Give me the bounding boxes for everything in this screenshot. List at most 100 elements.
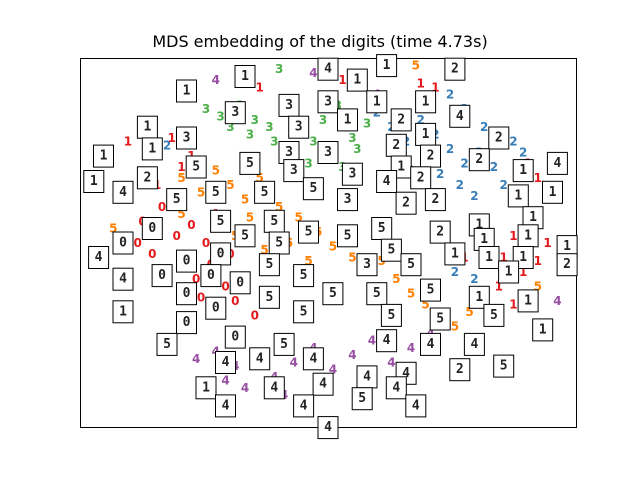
thumbnail-digit-4: 4 (470, 337, 478, 352)
digit-thumbnail: 1 (195, 376, 217, 400)
digit-thumbnail: 5 (166, 188, 188, 212)
digit-thumbnail: 5 (205, 180, 227, 204)
thumbnail-digit-5: 5 (387, 308, 395, 323)
thumbnail-frame (346, 68, 368, 92)
digit-thumbnail: 2 (410, 166, 432, 190)
digit-point-5: 5 (275, 200, 283, 214)
digit-point-5: 5 (421, 298, 429, 312)
thumbnail-digit-3: 3 (363, 257, 371, 272)
digit-thumbnail: 5 (366, 282, 388, 306)
digit-thumbnail: 4 (312, 372, 334, 396)
digit-point-5: 5 (260, 243, 268, 257)
thumbnail-digit-4: 4 (256, 351, 264, 366)
digit-point-3: 3 (363, 117, 371, 131)
thumbnail-digit-1: 1 (529, 210, 537, 225)
thumbnail-frame (239, 151, 261, 175)
thumbnail-frame (141, 217, 163, 240)
digit-thumbnail: 2 (385, 133, 407, 157)
digit-point-0: 0 (134, 236, 142, 250)
thumbnail-digit-4: 4 (319, 377, 327, 392)
thumbnail-digit-0: 0 (231, 330, 239, 345)
digit-point-1: 1 (509, 298, 517, 312)
thumbnail-digit-1: 1 (353, 73, 361, 88)
digit-point-4: 4 (309, 66, 317, 80)
digit-thumbnail: 1 (176, 79, 197, 103)
digit-thumbnail: 2 (136, 166, 158, 190)
thumbnail-digit-1: 1 (183, 84, 191, 99)
digit-point-4: 4 (192, 352, 200, 366)
digit-point-3: 3 (275, 62, 283, 76)
digit-point-2: 2 (490, 160, 498, 174)
digit-thumbnail: 5 (322, 282, 344, 306)
digit-point-1: 1 (495, 279, 503, 293)
digit-thumbnail: 1 (444, 242, 466, 266)
digit-point-4: 4 (368, 334, 376, 348)
digit-thumbnail: 1 (112, 300, 134, 324)
digit-thumbnail: 5 (185, 155, 207, 179)
thumbnail-digit-5: 5 (163, 337, 171, 352)
digit-point-3: 3 (251, 113, 259, 127)
digit-thumbnail: 2 (424, 188, 446, 212)
thumbnail-digit-5: 5 (500, 359, 508, 374)
digit-point-3: 3 (348, 131, 356, 145)
thumbnail-frame (156, 332, 178, 356)
digit-point-2: 2 (470, 189, 478, 203)
thumbnail-digit-3: 3 (348, 167, 356, 182)
thumbnail-frame (200, 264, 222, 288)
digit-thumbnail: 1 (83, 170, 105, 193)
thumbnail-frame (176, 249, 197, 273)
thumbnail-frame (293, 300, 315, 324)
thumbnail-frame (258, 253, 280, 277)
digit-thumbnail: 5 (293, 264, 315, 288)
thumbnail-digit-1: 1 (563, 239, 571, 254)
digit-thumbnail: 0 (141, 217, 163, 240)
thumbnail-frame (205, 180, 227, 204)
thumbnail-digit-5: 5 (436, 312, 444, 327)
thumbnail-digit-4: 4 (456, 109, 464, 124)
thumbnail-frame (215, 351, 236, 374)
digit-thumbnail: 4 (376, 170, 398, 193)
digit-thumbnail: 4 (302, 347, 324, 371)
digit-thumbnail: 3 (341, 162, 363, 186)
digit-point-5: 5 (348, 251, 356, 265)
thumbnail-frame (420, 278, 441, 302)
digit-thumbnail: 5 (210, 209, 232, 233)
thumbnail-frame (429, 307, 451, 331)
digit-point-1: 1 (534, 254, 542, 268)
thumbnail-frame (395, 191, 417, 215)
digit-thumbnail: 5 (298, 220, 319, 244)
thumbnail-digit-4: 4 (300, 398, 308, 413)
digit-thumbnail: 3 (278, 141, 300, 164)
digit-point-5: 5 (534, 279, 542, 293)
digit-thumbnail: 4 (215, 394, 236, 418)
thumbnail-frame (288, 115, 310, 139)
thumbnail-frame (390, 108, 412, 132)
digit-thumbnail: 1 (141, 137, 163, 161)
thumbnail-frame (341, 162, 363, 186)
thumbnail-digit-3: 3 (324, 94, 332, 109)
thumbnail-frame (185, 155, 207, 179)
thumbnail-frame (366, 90, 388, 114)
thumbnail-frame (258, 285, 280, 309)
digit-thumbnail: 1 (415, 122, 437, 146)
thumbnail-frame (176, 79, 197, 103)
digit-point-5: 5 (412, 59, 420, 73)
digit-thumbnail: 4 (263, 376, 285, 400)
digit-thumbnail: 1 (512, 159, 534, 183)
thumbnail-frame (498, 260, 520, 284)
thumbnail-frame (337, 224, 358, 248)
digit-point-1: 1 (177, 160, 185, 174)
thumbnail-frame (229, 271, 251, 295)
digit-point-5: 5 (407, 287, 415, 301)
thumbnail-frame (366, 282, 388, 306)
thumbnail-frame (176, 311, 197, 335)
digit-thumbnail: 3 (317, 90, 339, 114)
digit-thumbnail: 2 (556, 253, 578, 277)
digit-point-1: 1 (534, 171, 542, 185)
digit-point-5: 5 (246, 211, 254, 225)
thumbnail-frame (112, 267, 134, 291)
thumbnail-digit-5: 5 (217, 214, 225, 229)
digit-point-1: 1 (509, 229, 517, 243)
thumbnail-frame (234, 65, 256, 88)
